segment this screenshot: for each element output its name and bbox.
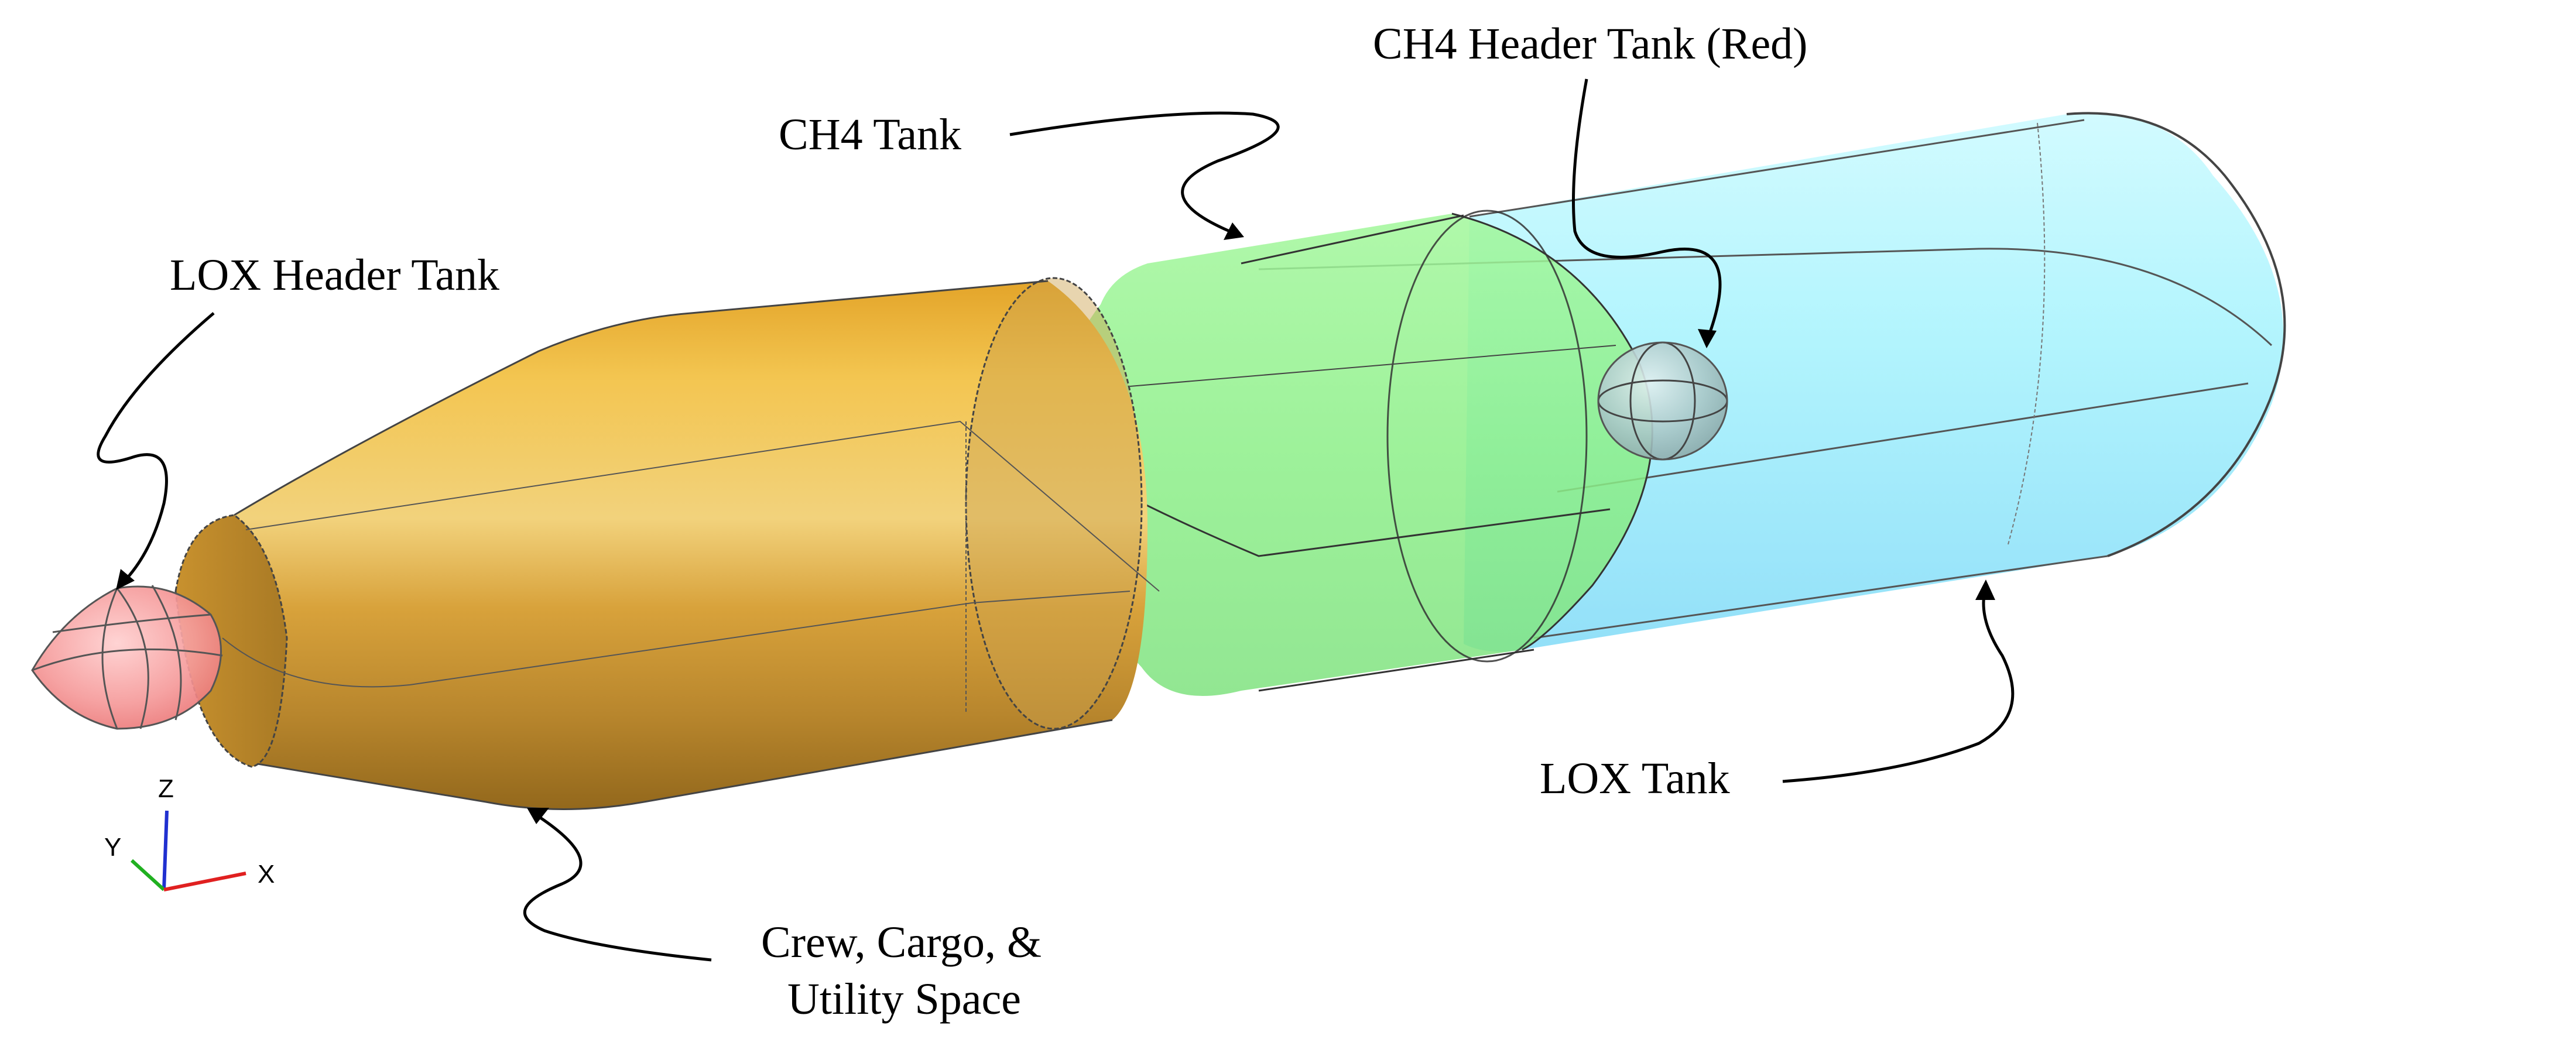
ch4-header-tank-sphere (1598, 342, 1727, 459)
lox-tank-edge-top (1469, 119, 2085, 218)
ch4-header-tank-outline (1597, 341, 1728, 461)
axis-x-label: X (258, 860, 275, 889)
arrowhead-ch4-tank (1224, 222, 1244, 240)
lox-tank-dome (2066, 112, 2286, 557)
lox-tank-edge-mid (1258, 248, 2273, 347)
lox-tank (1258, 112, 2286, 652)
label-crew-space-line2: Utility Space (787, 975, 1021, 1024)
lox-tank-edge-bottom (1533, 555, 2108, 639)
lox-header-tank-meridian-b (116, 588, 149, 729)
leader-ch4-header-tank (1572, 78, 1722, 334)
lox-header-tank-meridian-c (151, 585, 182, 721)
lox-tank-edge-low (1557, 382, 2249, 493)
ch4-tank-rim-back (1386, 210, 1588, 663)
label-lox-header-tank: LOX Header Tank (170, 251, 499, 300)
labels: LOX Header Tank CH4 Tank CH4 Header Tank… (170, 19, 1807, 1024)
crew-space-edge-lower (222, 591, 1131, 688)
ch4-header-tank (1597, 341, 1728, 461)
label-lox-tank: LOX Tank (1540, 754, 1730, 803)
label-crew-space-line1: Crew, Cargo, & (761, 918, 1042, 967)
crew-space-front-outline (174, 514, 288, 768)
ch4-tank-edge-bottom (1258, 649, 1534, 692)
lox-tank-seam (2008, 122, 2046, 545)
crew-space-aft-rim (966, 278, 1142, 729)
axis-triad: Z Y X (104, 774, 275, 891)
lox-header-tank (31, 585, 223, 730)
lox-header-tank-equator (32, 648, 223, 671)
lox-header-tank-meridian-a (101, 588, 118, 729)
label-ch4-header-tank: CH4 Header Tank (Red) (1373, 19, 1807, 68)
crew-cargo-utility-space (174, 277, 1160, 810)
axis-y-label: Y (104, 833, 121, 862)
leader-crew-space (523, 815, 712, 962)
axis-z-label: Z (158, 774, 174, 803)
lox-header-tank-latitude (52, 613, 211, 633)
arrowhead-crew-space (527, 808, 549, 824)
axis-x-line (163, 872, 246, 891)
arrowhead-lox-tank (1975, 579, 1995, 600)
axis-y-line (130, 859, 166, 891)
axis-z-line (162, 810, 169, 890)
ch4-tank-body (1054, 214, 1653, 696)
arrowheads (116, 222, 1995, 824)
crew-space-edge-bottom (257, 719, 1113, 810)
crew-space-edge-upper (245, 420, 1160, 592)
arrowhead-lox-header-tank (116, 569, 135, 590)
leader-lox-header-tank (97, 312, 215, 581)
ch4-tank-edge-inner (1129, 345, 1616, 387)
leader-ch4-tank (1009, 111, 1280, 233)
lox-header-tank-shell (32, 587, 221, 729)
arrowhead-ch4-header-tank (1698, 329, 1717, 348)
ch4-tank-edge-top (1241, 214, 1464, 265)
crew-space-front-face (176, 515, 287, 767)
leader-lines (97, 78, 2015, 962)
leader-lox-tank (1782, 591, 2015, 783)
lox-header-tank-outline (31, 585, 222, 730)
lox-tank-body (1464, 113, 2284, 652)
crew-space-edge-top (234, 280, 1049, 516)
label-ch4-tank: CH4 Tank (779, 110, 961, 159)
